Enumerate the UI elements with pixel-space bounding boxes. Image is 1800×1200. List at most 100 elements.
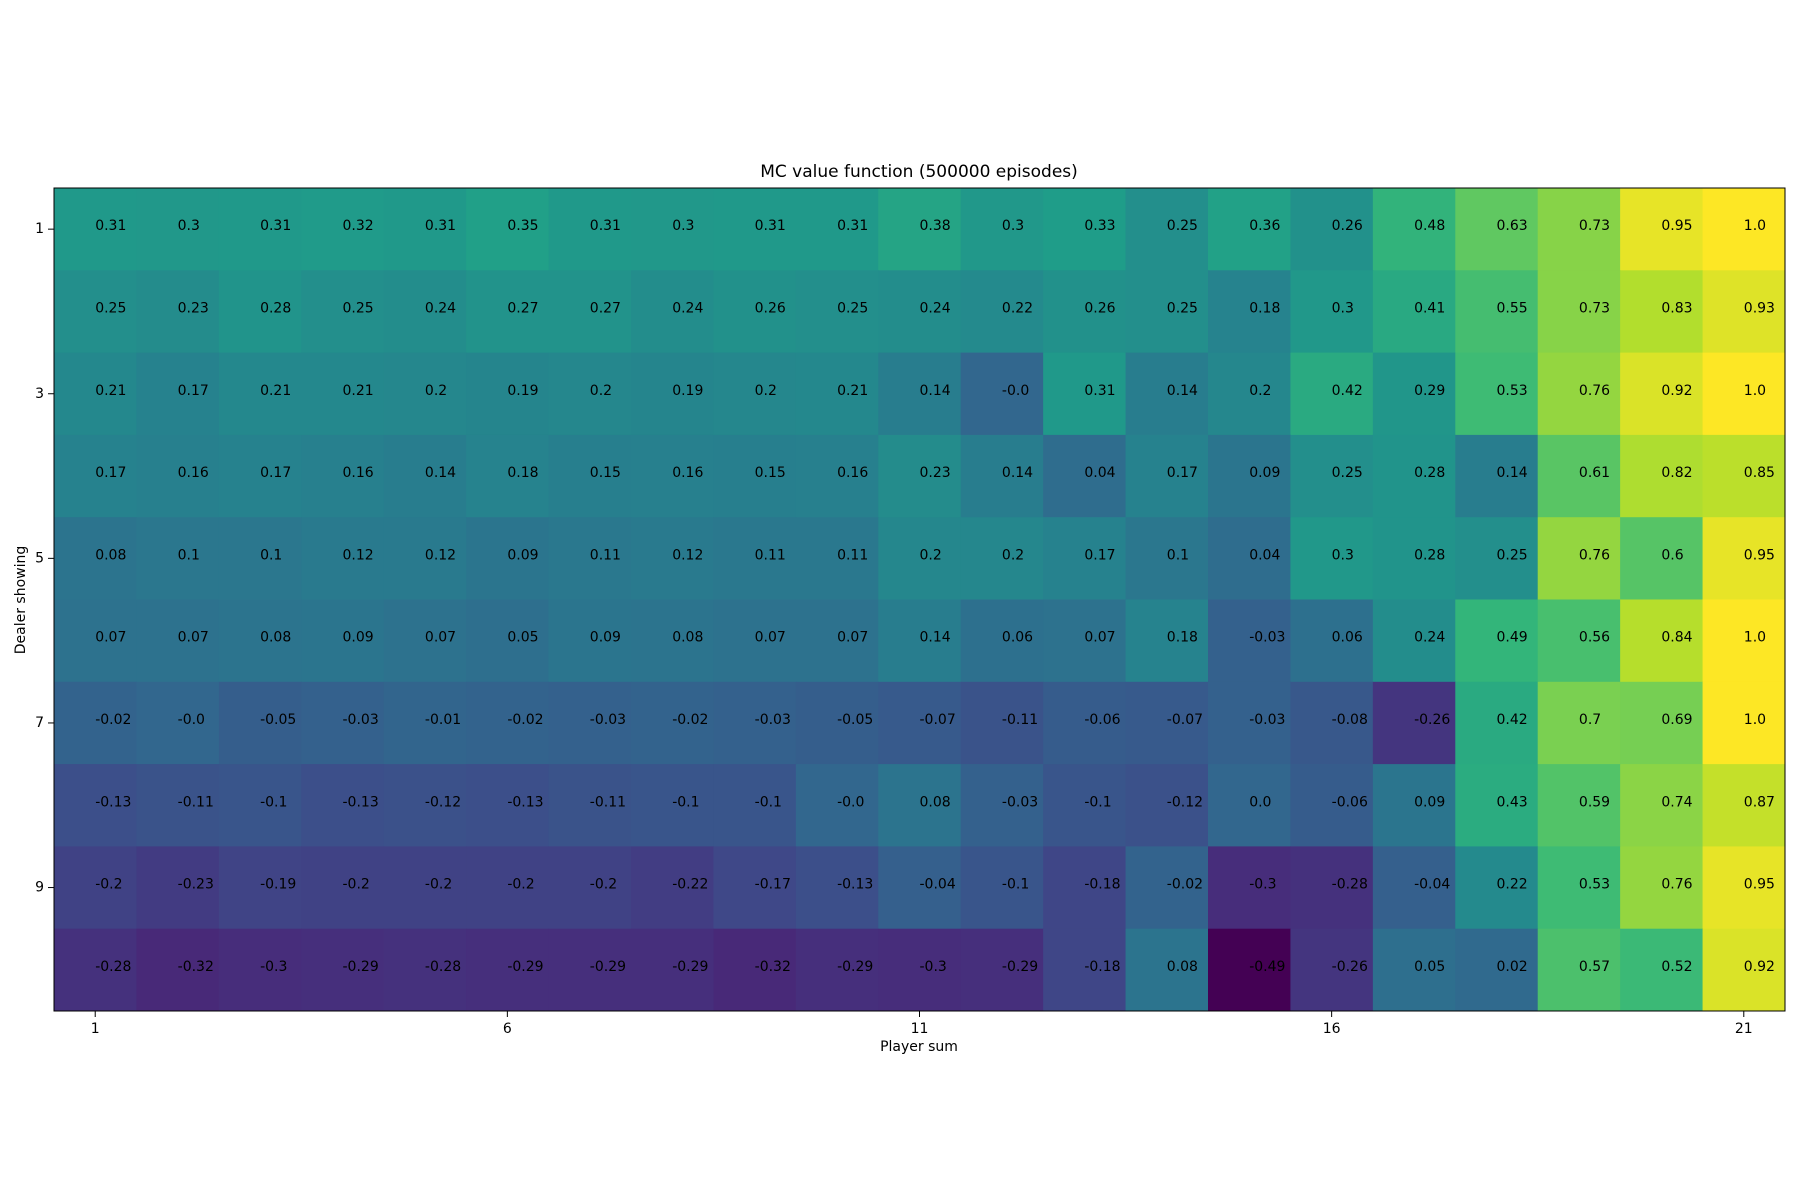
cell-label: -0.49 <box>1249 959 1285 975</box>
heatmap-cell <box>713 270 797 354</box>
cell-label: 0.52 <box>1661 959 1692 975</box>
y-axis-label: Dealer showing <box>13 546 29 655</box>
heatmap-cell <box>466 764 550 847</box>
heatmap-cell <box>1043 681 1127 765</box>
heatmap-cell <box>960 352 1044 436</box>
cell-label: -0.11 <box>590 794 626 810</box>
cell-label: -0.2 <box>95 877 122 893</box>
cell-label: -0.02 <box>672 712 708 728</box>
cell-label: 0.14 <box>1167 383 1198 399</box>
heatmap-cell <box>1620 352 1704 436</box>
cell-label: 0.27 <box>507 300 538 316</box>
cell-label: 0.82 <box>1661 465 1692 481</box>
heatmap-cell <box>795 352 879 436</box>
heatmap-cell <box>548 764 632 847</box>
heatmap-cell <box>1455 681 1539 765</box>
cell-label: 0.3 <box>1332 300 1354 316</box>
heatmap-cell <box>1702 764 1786 847</box>
cell-label: -0.03 <box>1249 712 1285 728</box>
heatmap-cell <box>1702 846 1786 930</box>
heatmap-cell <box>1537 681 1621 765</box>
cell-label: -0.26 <box>1332 959 1368 975</box>
y-tick-label: 3 <box>35 386 44 402</box>
cell-label: 0.16 <box>837 465 868 481</box>
cell-label: 0.56 <box>1579 630 1610 646</box>
heatmap-cell <box>218 517 302 600</box>
heatmap-cell <box>466 681 550 765</box>
heatmap-cell <box>1290 517 1374 600</box>
heatmap-cell <box>878 846 962 930</box>
cell-label: -0.08 <box>1332 712 1368 728</box>
x-tick-label: 21 <box>1735 1021 1753 1037</box>
cell-label: 0.17 <box>178 383 209 399</box>
cell-label: 0.26 <box>755 300 786 316</box>
cell-label: 0.63 <box>1497 218 1528 234</box>
heatmap-cell <box>218 188 302 271</box>
cell-label: 0.17 <box>1167 465 1198 481</box>
heatmap-cell <box>301 928 385 1012</box>
cell-label: 0.25 <box>1167 300 1198 316</box>
cell-label: -0.07 <box>920 712 956 728</box>
heatmap-cell <box>548 188 632 271</box>
heatmap-cell <box>1372 928 1456 1012</box>
cell-label: 0.02 <box>1497 959 1528 975</box>
cell-label: -0.03 <box>343 712 379 728</box>
heatmap-cell <box>1537 270 1621 354</box>
heatmap-cell <box>54 352 137 436</box>
cell-label: -0.28 <box>425 959 461 975</box>
cell-label: 0.24 <box>920 300 951 316</box>
cell-label: -0.29 <box>590 959 626 975</box>
cell-label: 0.22 <box>1497 877 1528 893</box>
heatmap-cell <box>960 434 1044 518</box>
heatmap-cell <box>1290 270 1374 354</box>
cell-label: 0.41 <box>1414 300 1445 316</box>
heatmap-cell <box>1372 681 1456 765</box>
cell-label: -0.29 <box>1002 959 1038 975</box>
heatmap-cell <box>54 681 137 765</box>
cell-label: 0.08 <box>95 547 126 563</box>
heatmap-cell <box>548 928 632 1012</box>
heatmap-cell <box>548 681 632 765</box>
cell-label: -0.28 <box>1332 877 1368 893</box>
heatmap-cell <box>1290 928 1374 1012</box>
cell-label: -0.11 <box>1002 712 1038 728</box>
heatmap-cell <box>713 928 797 1012</box>
cell-label: -0.1 <box>755 794 782 810</box>
heatmap-cell <box>1455 434 1539 518</box>
heatmap-cell <box>1043 517 1127 600</box>
cell-label: 0.05 <box>1414 959 1445 975</box>
cell-label: 0.25 <box>1332 465 1363 481</box>
heatmap-cell <box>54 764 137 847</box>
heatmap-cell <box>383 764 467 847</box>
cell-label: 0.09 <box>343 630 374 646</box>
cell-label: 0.48 <box>1414 218 1445 234</box>
heatmap-cell <box>54 517 137 600</box>
cell-label: 0.87 <box>1744 794 1775 810</box>
heatmap-cell <box>713 681 797 765</box>
cell-label: 1.0 <box>1744 630 1766 646</box>
cell-label: -0.13 <box>507 794 543 810</box>
heatmap-cell <box>301 846 385 930</box>
heatmap-cell <box>383 434 467 518</box>
heatmap-cell <box>1372 517 1456 600</box>
heatmap-cell <box>1455 352 1539 436</box>
cell-label: 0.74 <box>1661 794 1692 810</box>
heatmap-cell <box>1290 846 1374 930</box>
cell-label: 0.07 <box>1084 630 1115 646</box>
cell-label: 0.69 <box>1661 712 1692 728</box>
heatmap-cell <box>1702 681 1786 765</box>
cell-label: -0.26 <box>1414 712 1450 728</box>
heatmap-cell <box>1208 188 1291 271</box>
heatmap-cell <box>1208 928 1291 1012</box>
cell-label: 0.04 <box>1084 465 1115 481</box>
cell-label: -0.0 <box>178 712 205 728</box>
heatmap-cell <box>795 764 879 847</box>
heatmap-cell <box>795 188 879 271</box>
heatmap-cell <box>1620 681 1704 765</box>
heatmap-cell <box>1620 599 1704 683</box>
heatmap-cell <box>960 270 1044 354</box>
cell-label: 0.73 <box>1579 218 1610 234</box>
heatmap-cell <box>713 764 797 847</box>
cell-label: 0.2 <box>755 383 777 399</box>
cell-label: 0.1 <box>260 547 282 563</box>
